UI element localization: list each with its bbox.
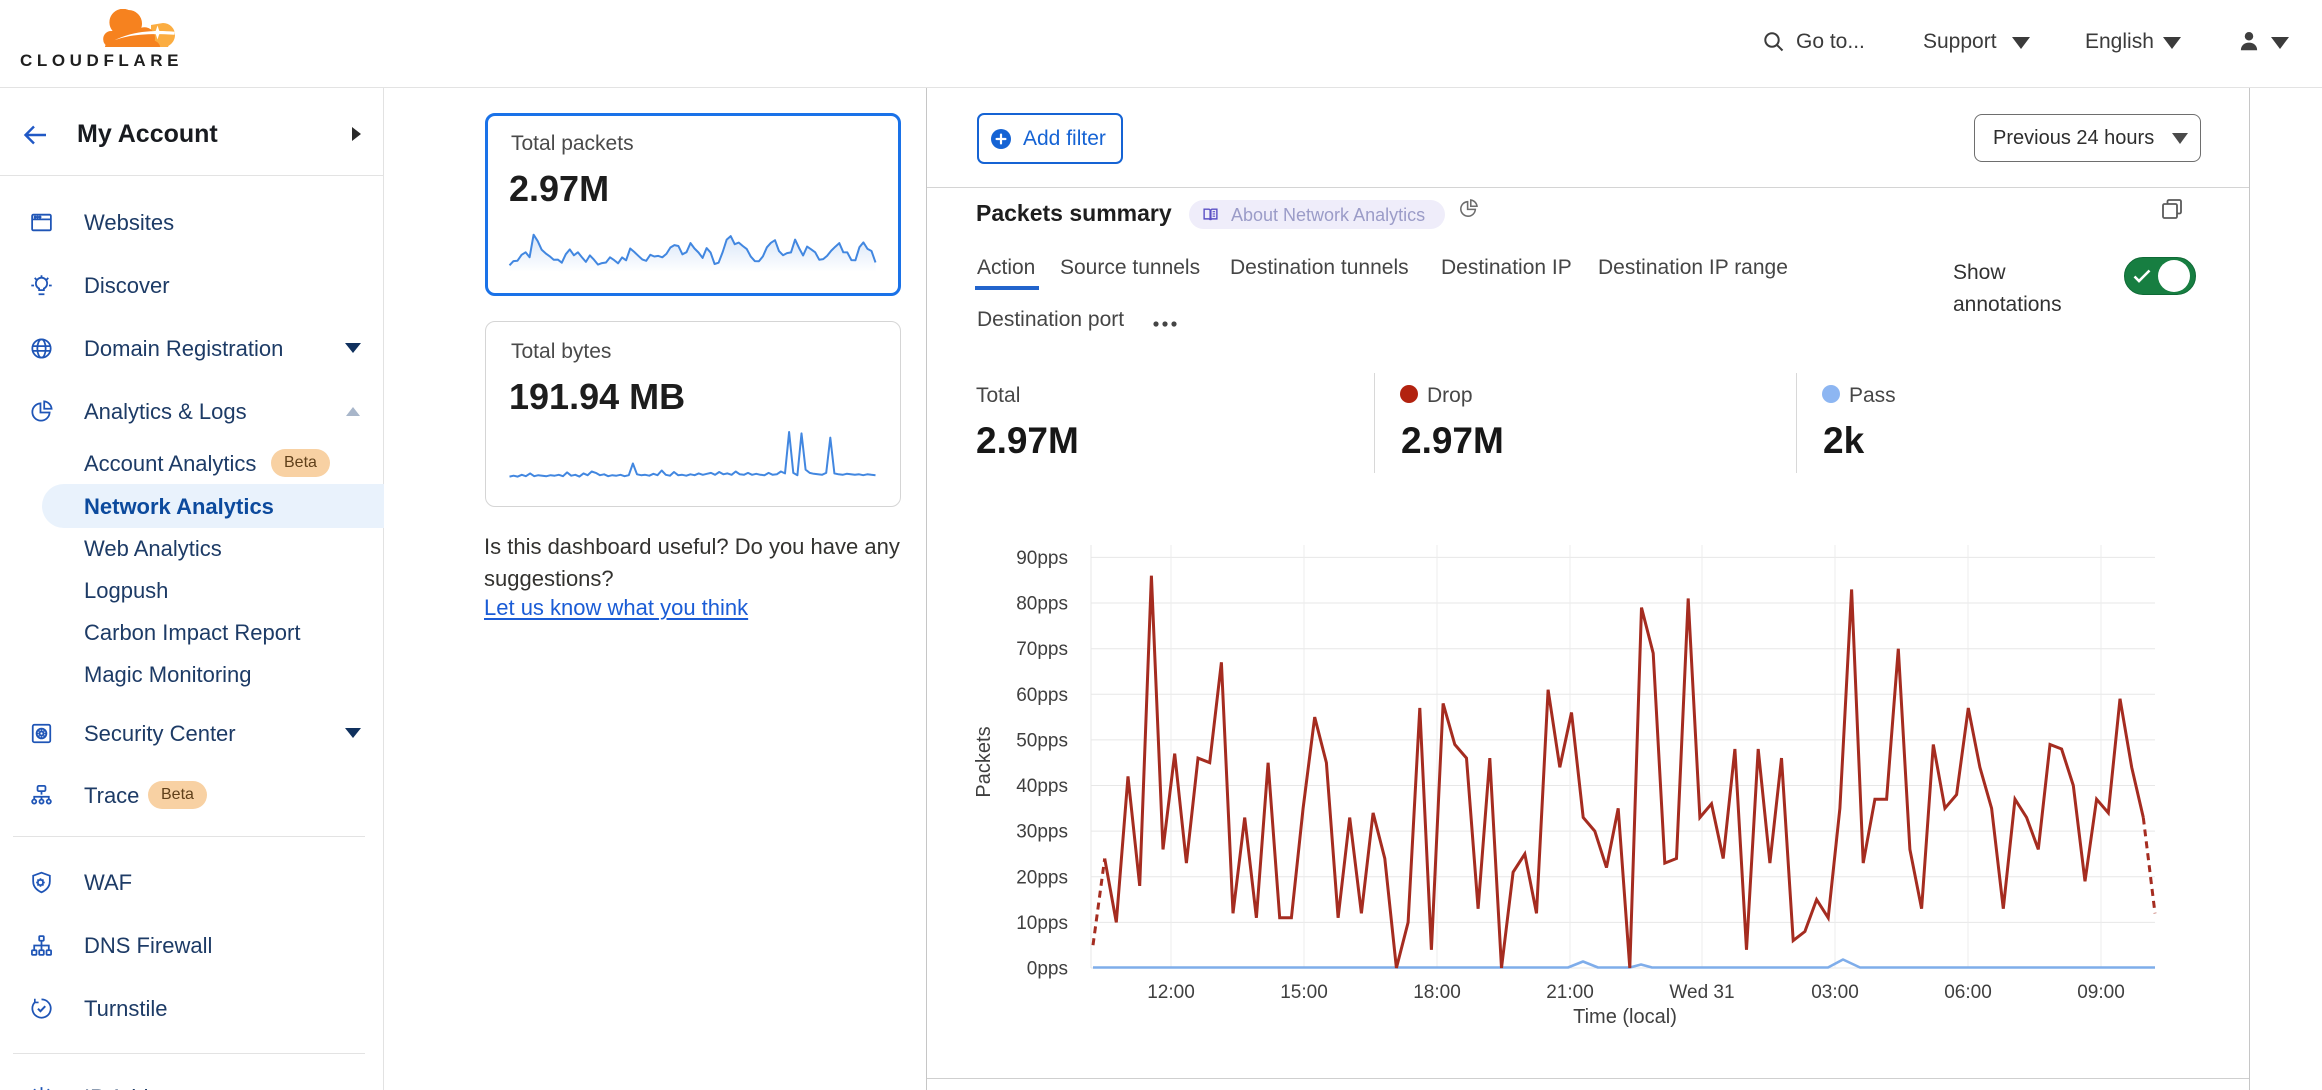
svg-text:09:00: 09:00 [2077,982,2125,1003]
svg-text:50pps: 50pps [1016,730,1068,751]
svg-text:21:00: 21:00 [1546,982,1594,1003]
svg-text:Wed 31: Wed 31 [1669,982,1734,1003]
svg-text:06:00: 06:00 [1944,982,1992,1003]
svg-text:15:00: 15:00 [1280,982,1328,1003]
svg-text:Time (local): Time (local) [1573,1006,1677,1028]
svg-text:30pps: 30pps [1016,822,1068,843]
svg-text:70pps: 70pps [1016,639,1068,660]
svg-text:18:00: 18:00 [1413,982,1461,1003]
svg-text:10pps: 10pps [1016,913,1068,934]
svg-text:12:00: 12:00 [1147,982,1195,1003]
svg-text:0pps: 0pps [1027,959,1068,980]
svg-text:90pps: 90pps [1016,548,1068,569]
svg-text:Packets: Packets [973,726,995,797]
svg-text:60pps: 60pps [1016,685,1068,706]
svg-text:80pps: 80pps [1016,594,1068,615]
svg-text:03:00: 03:00 [1811,982,1859,1003]
svg-text:20pps: 20pps [1016,867,1068,888]
svg-text:40pps: 40pps [1016,776,1068,797]
